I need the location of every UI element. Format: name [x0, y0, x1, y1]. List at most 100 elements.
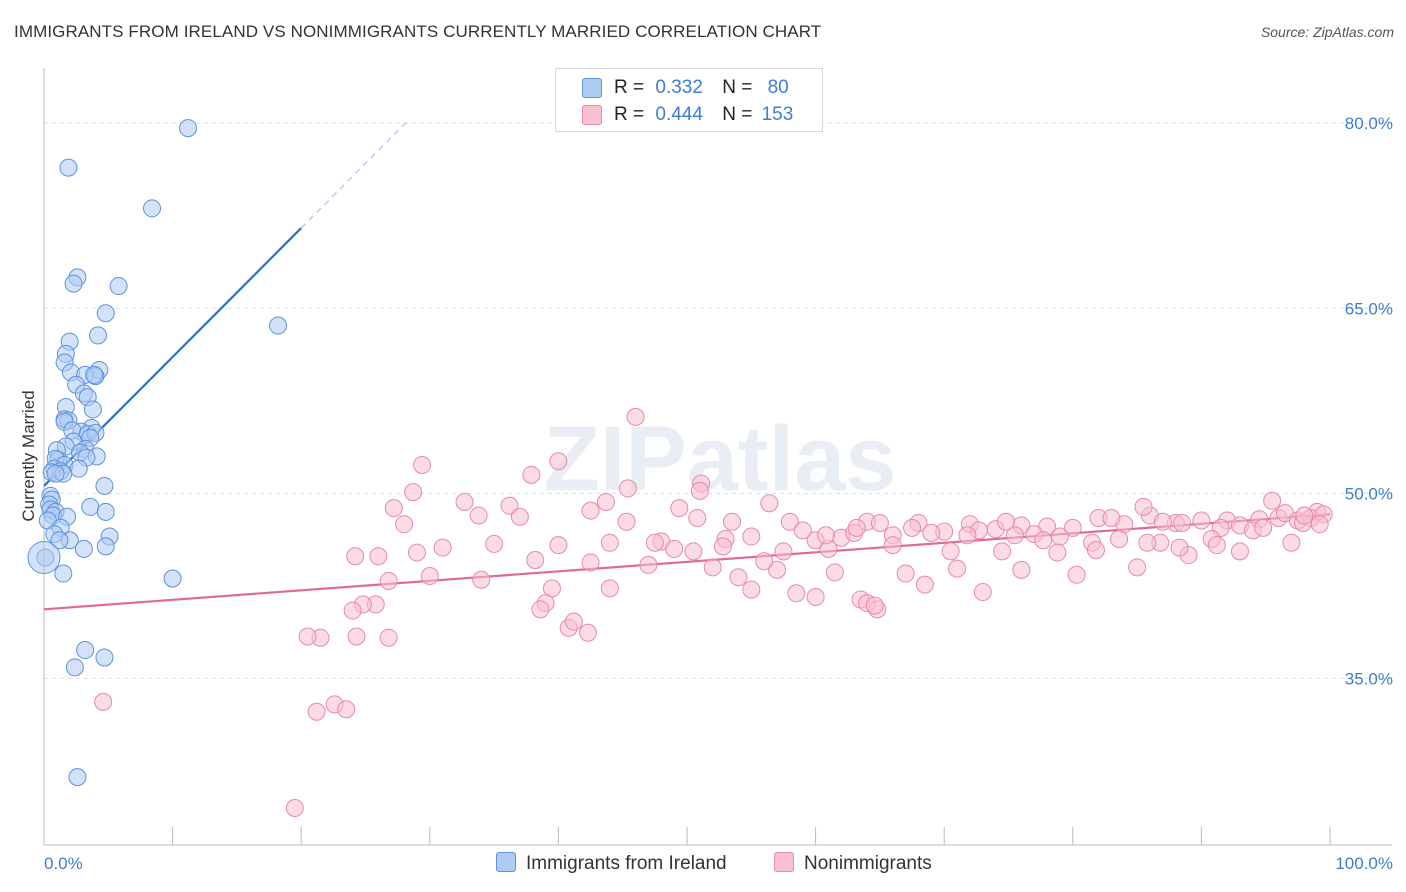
point-nonimmigrants [1295, 506, 1314, 525]
bottom-legend-label-nonimmigrants: Nonimmigrants [804, 853, 932, 874]
point-nonimmigrants [600, 579, 619, 598]
point-nonimmigrants [285, 798, 304, 817]
point-nonimmigrants [1128, 558, 1147, 577]
point-nonimmigrants [94, 692, 113, 711]
point-nonimmigrants [996, 512, 1015, 531]
point-nonimmigrants [379, 628, 398, 647]
point-nonimmigrants [626, 407, 645, 426]
point-nonimmigrants [670, 499, 689, 518]
point-ireland [179, 119, 198, 138]
point-nonimmigrants [379, 571, 398, 590]
point-nonimmigrants [688, 509, 707, 528]
tick-labels: 35.0% 50.0% 65.0% 80.0% 0.0% 100.0% [44, 114, 1393, 873]
point-ireland [59, 158, 78, 177]
grid-lines [44, 122, 1392, 679]
point-ireland [65, 658, 84, 677]
y-tick-label: 65.0% [1345, 299, 1393, 318]
bottom-legend-ireland: Immigrants from Ireland [496, 852, 727, 875]
point-nonimmigrants [1254, 518, 1273, 537]
point-nonimmigrants [993, 542, 1012, 561]
point-ireland [96, 304, 115, 323]
x-tick-label: 0.0% [44, 854, 83, 873]
point-nonimmigrants [618, 479, 637, 498]
point-nonimmigrants [1138, 533, 1157, 552]
legend-n-label: N = [722, 104, 753, 125]
legend-swatch-nonimmigrants [582, 105, 602, 125]
point-nonimmigrants [307, 702, 326, 721]
point-ireland [76, 641, 95, 660]
legend-r-label: R = [614, 77, 645, 98]
point-nonimmigrants [346, 547, 365, 566]
point-ireland [64, 274, 83, 293]
point-nonimmigrants [1170, 538, 1189, 557]
point-nonimmigrants [469, 506, 488, 525]
point-nonimmigrants [1048, 543, 1067, 562]
point-ireland [96, 502, 115, 521]
axes [43, 68, 1392, 846]
point-nonimmigrants [522, 465, 541, 484]
point-nonimmigrants [1263, 491, 1282, 510]
point-nonimmigrants [337, 700, 356, 719]
point-nonimmigrants [420, 567, 439, 586]
point-ireland [74, 539, 93, 558]
point-nonimmigrants [1207, 536, 1226, 555]
chart-title: IMMIGRANTS FROM IRELAND VS NONIMMIGRANTS… [14, 22, 822, 41]
point-ireland-large [27, 541, 61, 575]
point-nonimmigrants [806, 587, 825, 606]
point-nonimmigrants [958, 526, 977, 545]
y-tick-label: 80.0% [1345, 114, 1393, 133]
point-nonimmigrants [883, 536, 902, 555]
legend-r-label: R = [614, 104, 645, 125]
trend-lines [43, 121, 1331, 611]
point-ireland [81, 497, 100, 516]
point-nonimmigrants [395, 515, 414, 534]
point-nonimmigrants [510, 507, 529, 526]
point-nonimmigrants [665, 539, 684, 558]
point-nonimmigrants [1012, 560, 1031, 579]
point-nonimmigrants [742, 527, 761, 546]
point-nonimmigrants [542, 579, 561, 598]
point-nonimmigrants [369, 547, 388, 566]
point-ireland [69, 459, 88, 478]
point-nonimmigrants [714, 537, 733, 556]
point-nonimmigrants [684, 542, 703, 561]
point-nonimmigrants [1086, 541, 1105, 560]
x-tick-label: 100.0% [1335, 854, 1393, 873]
point-nonimmigrants [941, 542, 960, 561]
point-nonimmigrants [1230, 542, 1249, 561]
point-ireland [85, 365, 104, 384]
stats-legend: R = 0.332 N = 80 R = 0.444 N = 153 [555, 68, 823, 132]
point-nonimmigrants [347, 627, 366, 646]
point-nonimmigrants [793, 521, 812, 540]
point-nonimmigrants [578, 623, 597, 642]
y-tick-label: 50.0% [1345, 484, 1393, 503]
point-nonimmigrants [639, 555, 658, 574]
point-nonimmigrants [433, 538, 452, 557]
point-ireland [143, 199, 162, 218]
point-nonimmigrants [948, 559, 967, 578]
point-nonimmigrants [703, 558, 722, 577]
point-nonimmigrants [472, 570, 491, 589]
point-nonimmigrants [768, 560, 787, 579]
point-nonimmigrants [581, 501, 600, 520]
point-ireland [83, 400, 102, 419]
point-nonimmigrants [1050, 527, 1069, 546]
point-nonimmigrants [774, 542, 793, 561]
point-nonimmigrants [298, 627, 317, 646]
point-nonimmigrants [742, 580, 761, 599]
point-nonimmigrants [645, 533, 664, 552]
point-nonimmigrants [384, 499, 403, 518]
source-label: Source: ZipAtlas.com [1260, 24, 1394, 40]
point-nonimmigrants [1192, 511, 1211, 530]
point-ireland [89, 326, 108, 345]
point-nonimmigrants [455, 492, 474, 511]
point-nonimmigrants [787, 584, 806, 603]
point-ireland [46, 464, 65, 483]
point-nonimmigrants [1005, 526, 1024, 545]
point-ireland [50, 531, 69, 550]
point-nonimmigrants [617, 512, 636, 531]
point-nonimmigrants [780, 512, 799, 531]
bottom-legend-swatch-ireland [496, 852, 516, 872]
point-nonimmigrants [600, 533, 619, 552]
trend-line-nonimmigrants [43, 513, 1331, 611]
